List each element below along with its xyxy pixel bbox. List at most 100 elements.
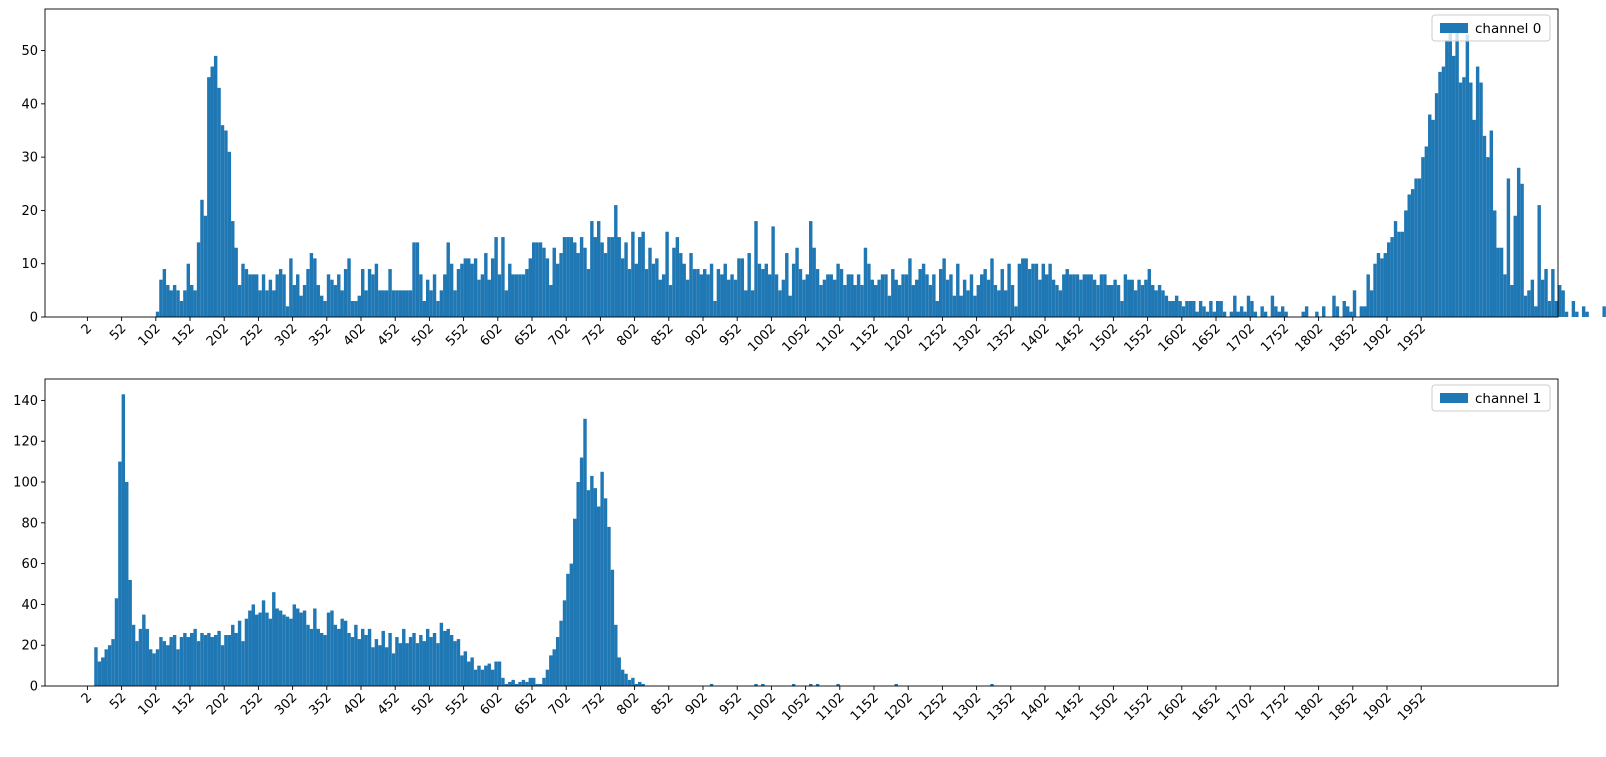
histogram-bar — [644, 269, 649, 317]
histogram-bar — [1137, 279, 1141, 317]
histogram-bar — [258, 612, 262, 686]
histogram-bar — [172, 285, 177, 317]
histogram-bar — [993, 285, 998, 317]
y-tick-label: 30 — [21, 151, 38, 166]
histogram-bar — [555, 263, 560, 317]
y-tick-label: 120 — [13, 435, 38, 450]
histogram-bar — [682, 263, 686, 317]
histogram-bar — [412, 632, 416, 686]
histogram-bar — [583, 247, 587, 317]
histogram-bar — [1523, 295, 1528, 317]
histogram-bar — [1216, 301, 1220, 317]
histogram-bar — [579, 237, 584, 317]
x-tick-label: 252 — [238, 321, 266, 349]
histogram-bar — [1322, 306, 1326, 317]
histogram-bar — [1051, 279, 1056, 317]
histogram-bar — [1260, 306, 1264, 317]
histogram-bar — [121, 394, 126, 686]
x-tick-label: 602 — [477, 321, 505, 349]
histogram-bar — [487, 279, 491, 317]
histogram-bar — [508, 263, 512, 317]
histogram-bar — [1489, 130, 1494, 317]
y-tick-label: 60 — [21, 557, 38, 572]
histogram-bar — [956, 263, 960, 317]
histogram-bar — [1161, 290, 1165, 317]
histogram-bar — [1534, 306, 1538, 317]
histogram-bar — [367, 269, 372, 317]
histogram-bar — [289, 258, 293, 317]
histogram-bar — [111, 639, 115, 686]
histogram-bar — [1462, 77, 1466, 317]
histogram-bar — [1000, 269, 1004, 317]
histogram-bar — [384, 290, 389, 317]
histogram-bar — [528, 258, 533, 317]
x-tick-label: 1352 — [985, 321, 1019, 355]
histogram-bar — [159, 637, 163, 686]
histogram-bar — [692, 269, 697, 317]
histogram-bar — [231, 221, 235, 317]
histogram-bar — [1383, 253, 1388, 317]
histogram-bar — [186, 637, 191, 686]
histogram-bar — [754, 683, 758, 686]
histogram-bar — [573, 242, 577, 317]
histogram-bar — [638, 237, 642, 317]
x-tick-label: 452 — [375, 690, 403, 718]
histogram-bar — [460, 655, 464, 686]
histogram-bar — [791, 263, 796, 317]
histogram-bar — [213, 55, 218, 318]
histogram-bar — [573, 518, 577, 686]
histogram-bar — [761, 269, 765, 317]
histogram-bar — [596, 221, 601, 317]
histogram-bar — [986, 279, 991, 317]
histogram-bar — [200, 199, 204, 317]
histogram-bar — [562, 600, 567, 686]
histogram-bar — [1270, 295, 1275, 317]
histogram-bar — [419, 274, 423, 317]
histogram-bar — [566, 237, 570, 317]
histogram-bar — [826, 274, 830, 317]
histogram-bar — [361, 628, 365, 686]
histogram-bar — [812, 247, 816, 317]
histogram-bar — [190, 632, 194, 686]
histogram-bar — [316, 628, 320, 686]
x-tick-label: 1052 — [779, 321, 813, 355]
histogram-bar — [439, 622, 444, 686]
histogram-bar — [443, 630, 447, 686]
histogram-bar — [962, 279, 967, 317]
histogram-bar — [555, 637, 560, 686]
histogram-bar — [210, 637, 214, 686]
histogram-bar — [1017, 263, 1022, 317]
histogram-bar — [265, 290, 269, 317]
histogram-bar — [467, 258, 471, 317]
histogram-bar — [887, 295, 892, 317]
histogram-bar — [1366, 274, 1370, 317]
histogram-bar — [1178, 301, 1182, 317]
histogram-bar — [237, 620, 242, 686]
histogram-bar — [1188, 301, 1193, 317]
histogram-bar — [1400, 231, 1405, 317]
histogram-bar — [843, 285, 847, 317]
histogram-bar — [1133, 290, 1138, 317]
histogram-bar — [1554, 301, 1558, 317]
histogram-bar — [634, 683, 639, 686]
x-tick-label: 1352 — [985, 690, 1019, 724]
x-tick-label: 402 — [341, 690, 369, 718]
histogram-bar — [436, 643, 440, 686]
histogram-bar — [501, 237, 505, 317]
histogram-bar — [487, 663, 491, 686]
histogram-bar — [1472, 119, 1476, 317]
x-tick-label: 1252 — [916, 690, 950, 724]
axes-frame — [44, 378, 1559, 687]
histogram-bar — [928, 285, 933, 317]
histogram-bar — [241, 641, 245, 686]
histogram-bar — [213, 635, 218, 686]
histogram-bar — [429, 637, 433, 686]
x-tick-label: 1152 — [848, 321, 882, 355]
histogram-bar — [839, 269, 844, 317]
histogram-bar — [997, 290, 1001, 317]
histogram-bar — [330, 279, 334, 317]
x-tick-label: 1002 — [745, 690, 779, 724]
y-tick-label: 20 — [21, 204, 38, 219]
histogram-bar — [179, 637, 184, 686]
